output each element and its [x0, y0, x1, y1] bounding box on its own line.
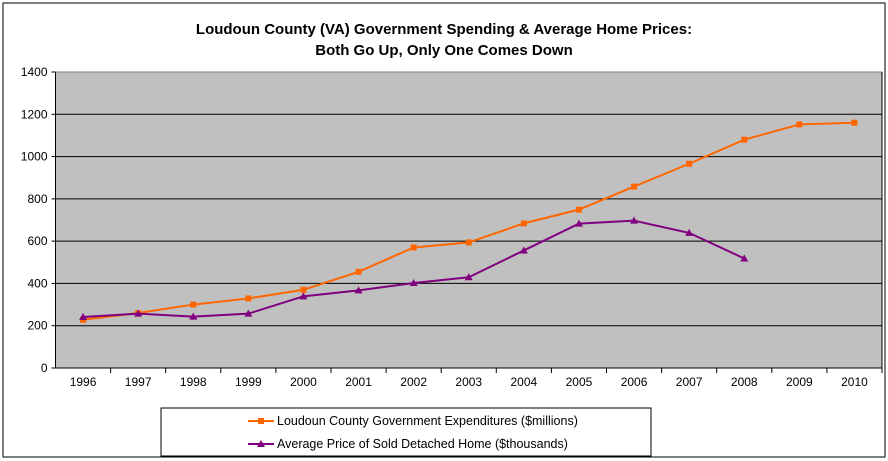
x-tick-label: 1999 — [235, 375, 262, 389]
y-tick-label: 1400 — [21, 65, 48, 79]
data-point-triangle — [189, 312, 198, 320]
data-point-square — [796, 121, 803, 128]
legend-entry-home-price: Average Price of Sold Detached Home ($th… — [248, 437, 568, 451]
data-point-square — [631, 183, 638, 190]
y-tick-label: 400 — [27, 276, 47, 290]
data-point-triangle — [464, 273, 473, 281]
x-tick-label: 1998 — [180, 375, 207, 389]
x-tick-label: 1996 — [70, 375, 97, 389]
data-point-square — [245, 295, 252, 302]
data-point-triangle — [409, 279, 418, 287]
data-point-triangle — [574, 219, 583, 227]
y-tick-label: 1200 — [21, 107, 48, 121]
y-tick-label: 800 — [27, 192, 47, 206]
x-tick-label: 1997 — [125, 375, 152, 389]
x-tick-label: 2010 — [841, 375, 868, 389]
data-point-triangle — [630, 216, 639, 224]
data-point-square — [465, 239, 472, 246]
x-tick-label: 2000 — [290, 375, 317, 389]
x-tick-label: 2008 — [731, 375, 758, 389]
triangle-marker-icon — [257, 440, 265, 447]
data-point-triangle — [134, 309, 143, 317]
chart-title: Loudoun County (VA) Government Spending … — [196, 21, 692, 38]
data-point-square — [300, 286, 307, 293]
data-point-triangle — [354, 286, 363, 294]
data-point-square — [190, 301, 197, 308]
x-tick-label: 2009 — [786, 375, 813, 389]
data-point-triangle — [299, 292, 308, 300]
y-tick-label: 0 — [41, 361, 48, 375]
square-marker-icon — [258, 418, 264, 424]
data-point-triangle — [685, 228, 694, 236]
x-tick-label: 2004 — [510, 375, 537, 389]
chart-subtitle: Both Go Up, Only One Comes Down — [315, 42, 573, 59]
data-point-square — [520, 220, 527, 227]
x-tick-label: 2007 — [676, 375, 703, 389]
x-tick-label: 2006 — [621, 375, 648, 389]
data-point-square — [741, 136, 748, 143]
x-tick-label: 2002 — [400, 375, 427, 389]
plot-area: 0 200 400 600 800 1000 1200 1400 1996 1997 1998 199… — [21, 65, 883, 389]
data-point-square — [355, 268, 362, 275]
data-point-triangle — [244, 309, 253, 317]
y-tick-label: 600 — [27, 234, 47, 248]
legend-entry-expenditures: Loudoun County Government Expenditures (… — [248, 414, 578, 428]
data-point-triangle — [79, 313, 88, 321]
x-tick-label: 2005 — [566, 375, 593, 389]
legend-label-expenditures: Loudoun County Government Expenditures (… — [277, 414, 578, 428]
data-point-square — [686, 160, 693, 167]
data-point-square — [851, 119, 858, 126]
legend: Loudoun County Government Expenditures (… — [160, 407, 652, 457]
y-tick-label: 200 — [27, 319, 47, 333]
data-point-triangle — [740, 254, 749, 262]
data-point-triangle — [519, 246, 528, 254]
data-point-square — [575, 206, 582, 213]
legend-box — [160, 407, 652, 457]
data-point-square — [410, 244, 417, 251]
y-tick-label: 1000 — [21, 150, 48, 164]
x-tick-label: 2001 — [345, 375, 372, 389]
legend-label-home-price: Average Price of Sold Detached Home ($th… — [277, 437, 568, 451]
plot-background — [55, 71, 883, 369]
x-tick-label: 2003 — [455, 375, 482, 389]
